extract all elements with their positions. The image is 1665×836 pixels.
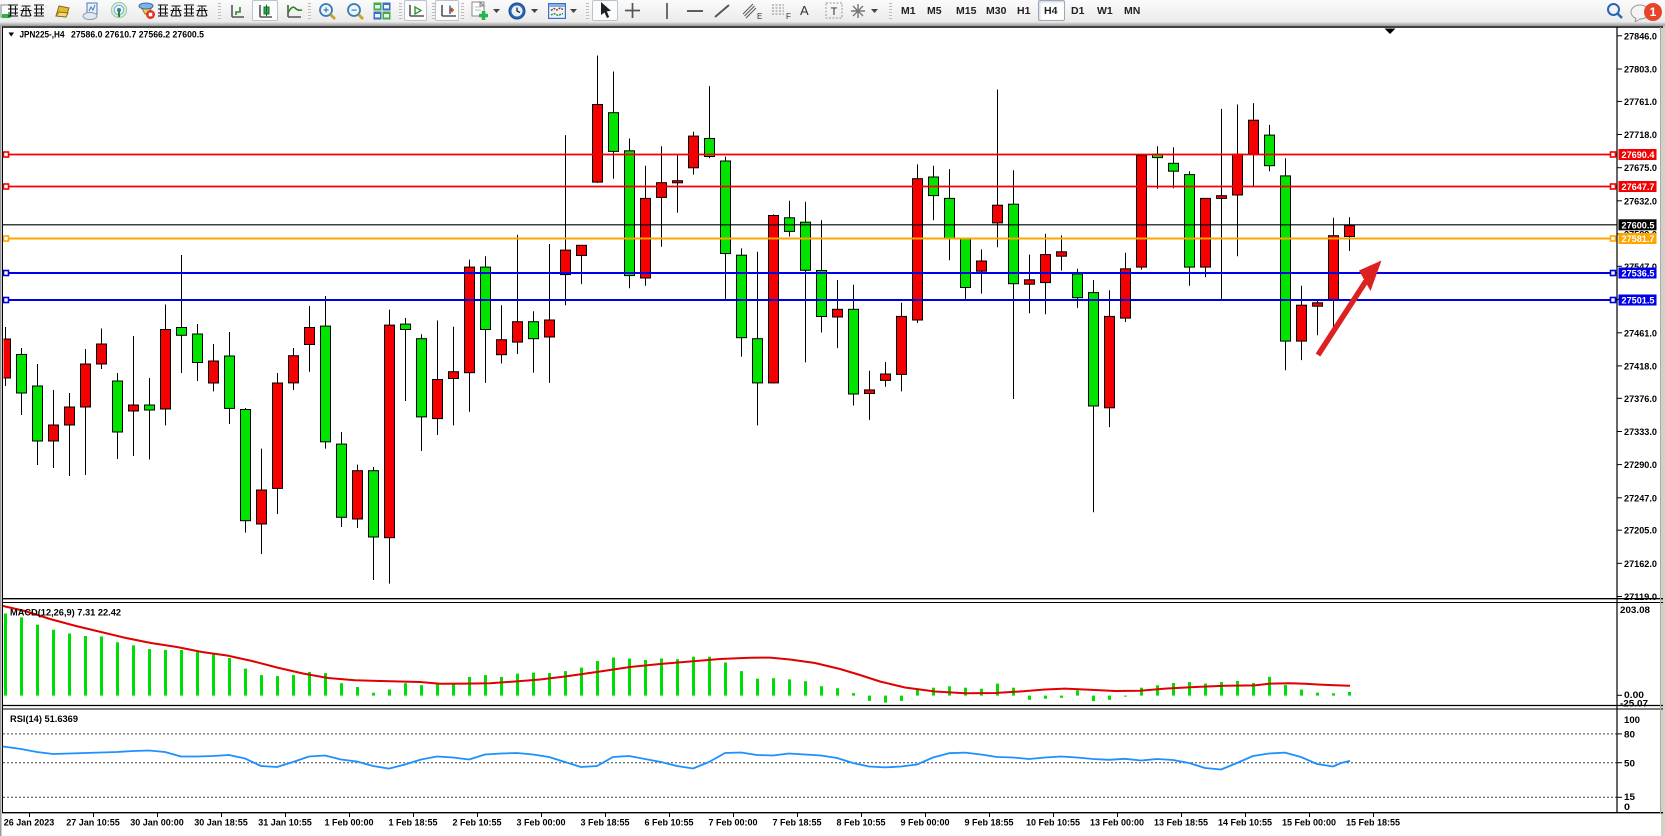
svg-text:7 Feb 00:00: 7 Feb 00:00 (708, 818, 757, 828)
svg-text:27846.0: 27846.0 (1624, 31, 1657, 41)
svg-text:7 Feb 18:55: 7 Feb 18:55 (772, 818, 821, 828)
svg-text:15: 15 (1624, 792, 1635, 802)
svg-text:13 Feb 00:00: 13 Feb 00:00 (1090, 818, 1144, 828)
svg-text:1 Feb 00:00: 1 Feb 00:00 (324, 818, 373, 828)
svg-text:1 Feb 18:55: 1 Feb 18:55 (388, 818, 437, 828)
svg-text:27718.0: 27718.0 (1624, 130, 1657, 140)
svg-text:13 Feb 18:55: 13 Feb 18:55 (1154, 818, 1208, 828)
svg-text:15 Feb 18:55: 15 Feb 18:55 (1346, 818, 1400, 828)
svg-text:0.00: 0.00 (1624, 690, 1644, 700)
svg-text:26 Jan 2023: 26 Jan 2023 (4, 818, 55, 828)
svg-text:30 Jan 00:00: 30 Jan 00:00 (130, 818, 184, 828)
svg-text:27536.5: 27536.5 (1622, 269, 1655, 279)
svg-text:27586.0 27610.7 27566.2 27600.: 27586.0 27610.7 27566.2 27600.5 (71, 30, 204, 40)
svg-text:6 Feb 10:55: 6 Feb 10:55 (644, 818, 693, 828)
svg-text:80: 80 (1624, 730, 1635, 740)
svg-text:27547.0: 27547.0 (1624, 262, 1657, 272)
svg-text:9 Feb 18:55: 9 Feb 18:55 (964, 818, 1013, 828)
svg-text:10 Feb 10:55: 10 Feb 10:55 (1026, 818, 1080, 828)
svg-text:9 Feb 00:00: 9 Feb 00:00 (900, 818, 949, 828)
svg-text:27 Jan 10:55: 27 Jan 10:55 (66, 818, 120, 828)
svg-text:27600.5: 27600.5 (1622, 220, 1655, 230)
svg-text:−: − (351, 6, 357, 17)
svg-text:15 Feb 00:00: 15 Feb 00:00 (1282, 818, 1336, 828)
svg-text:14 Feb 10:55: 14 Feb 10:55 (1218, 818, 1272, 828)
svg-text:30 Jan 18:55: 30 Jan 18:55 (194, 818, 248, 828)
svg-text:27632.0: 27632.0 (1624, 196, 1657, 206)
svg-text:0: 0 (1624, 802, 1630, 812)
svg-text:203.08: 203.08 (1620, 605, 1650, 615)
svg-text:27690.4: 27690.4 (1622, 150, 1655, 160)
svg-text:27162.0: 27162.0 (1624, 559, 1657, 569)
svg-text:100: 100 (1624, 715, 1640, 725)
svg-text:JPN225-,H4: JPN225-,H4 (20, 30, 65, 40)
svg-text:27581.7: 27581.7 (1622, 234, 1655, 244)
svg-text:27761.0: 27761.0 (1624, 97, 1657, 107)
svg-text:27290.0: 27290.0 (1624, 460, 1657, 470)
svg-text:27675.0: 27675.0 (1624, 163, 1657, 173)
svg-text:-25.07: -25.07 (1620, 699, 1648, 709)
svg-text:1: 1 (1650, 5, 1657, 19)
svg-text:27461.0: 27461.0 (1624, 328, 1657, 338)
svg-text:+: + (323, 6, 329, 17)
svg-text:50: 50 (1624, 758, 1635, 768)
svg-text:2 Feb 10:55: 2 Feb 10:55 (452, 818, 501, 828)
svg-text:27376.0: 27376.0 (1624, 394, 1657, 404)
svg-text:31 Jan 10:55: 31 Jan 10:55 (258, 818, 312, 828)
svg-text:T: T (831, 6, 838, 18)
svg-text:8 Feb 10:55: 8 Feb 10:55 (836, 818, 885, 828)
svg-text:E: E (757, 12, 762, 21)
svg-text:27501.5: 27501.5 (1622, 296, 1655, 306)
svg-text:27247.0: 27247.0 (1624, 493, 1657, 503)
svg-text:27803.0: 27803.0 (1624, 65, 1657, 75)
svg-text:RSI(14) 51.6369: RSI(14) 51.6369 (10, 714, 78, 724)
svg-text:F: F (786, 12, 791, 21)
svg-text:27647.7: 27647.7 (1622, 182, 1655, 192)
svg-text:27333.0: 27333.0 (1624, 427, 1657, 437)
svg-text:3 Feb 00:00: 3 Feb 00:00 (516, 818, 565, 828)
svg-text:MACD(12,26,9) 7.31 22.42: MACD(12,26,9) 7.31 22.42 (10, 608, 121, 618)
svg-text:27418.0: 27418.0 (1624, 361, 1657, 371)
svg-text:3 Feb 18:55: 3 Feb 18:55 (580, 818, 629, 828)
svg-text:27205.0: 27205.0 (1624, 526, 1657, 536)
svg-text:27119.0: 27119.0 (1624, 592, 1657, 602)
